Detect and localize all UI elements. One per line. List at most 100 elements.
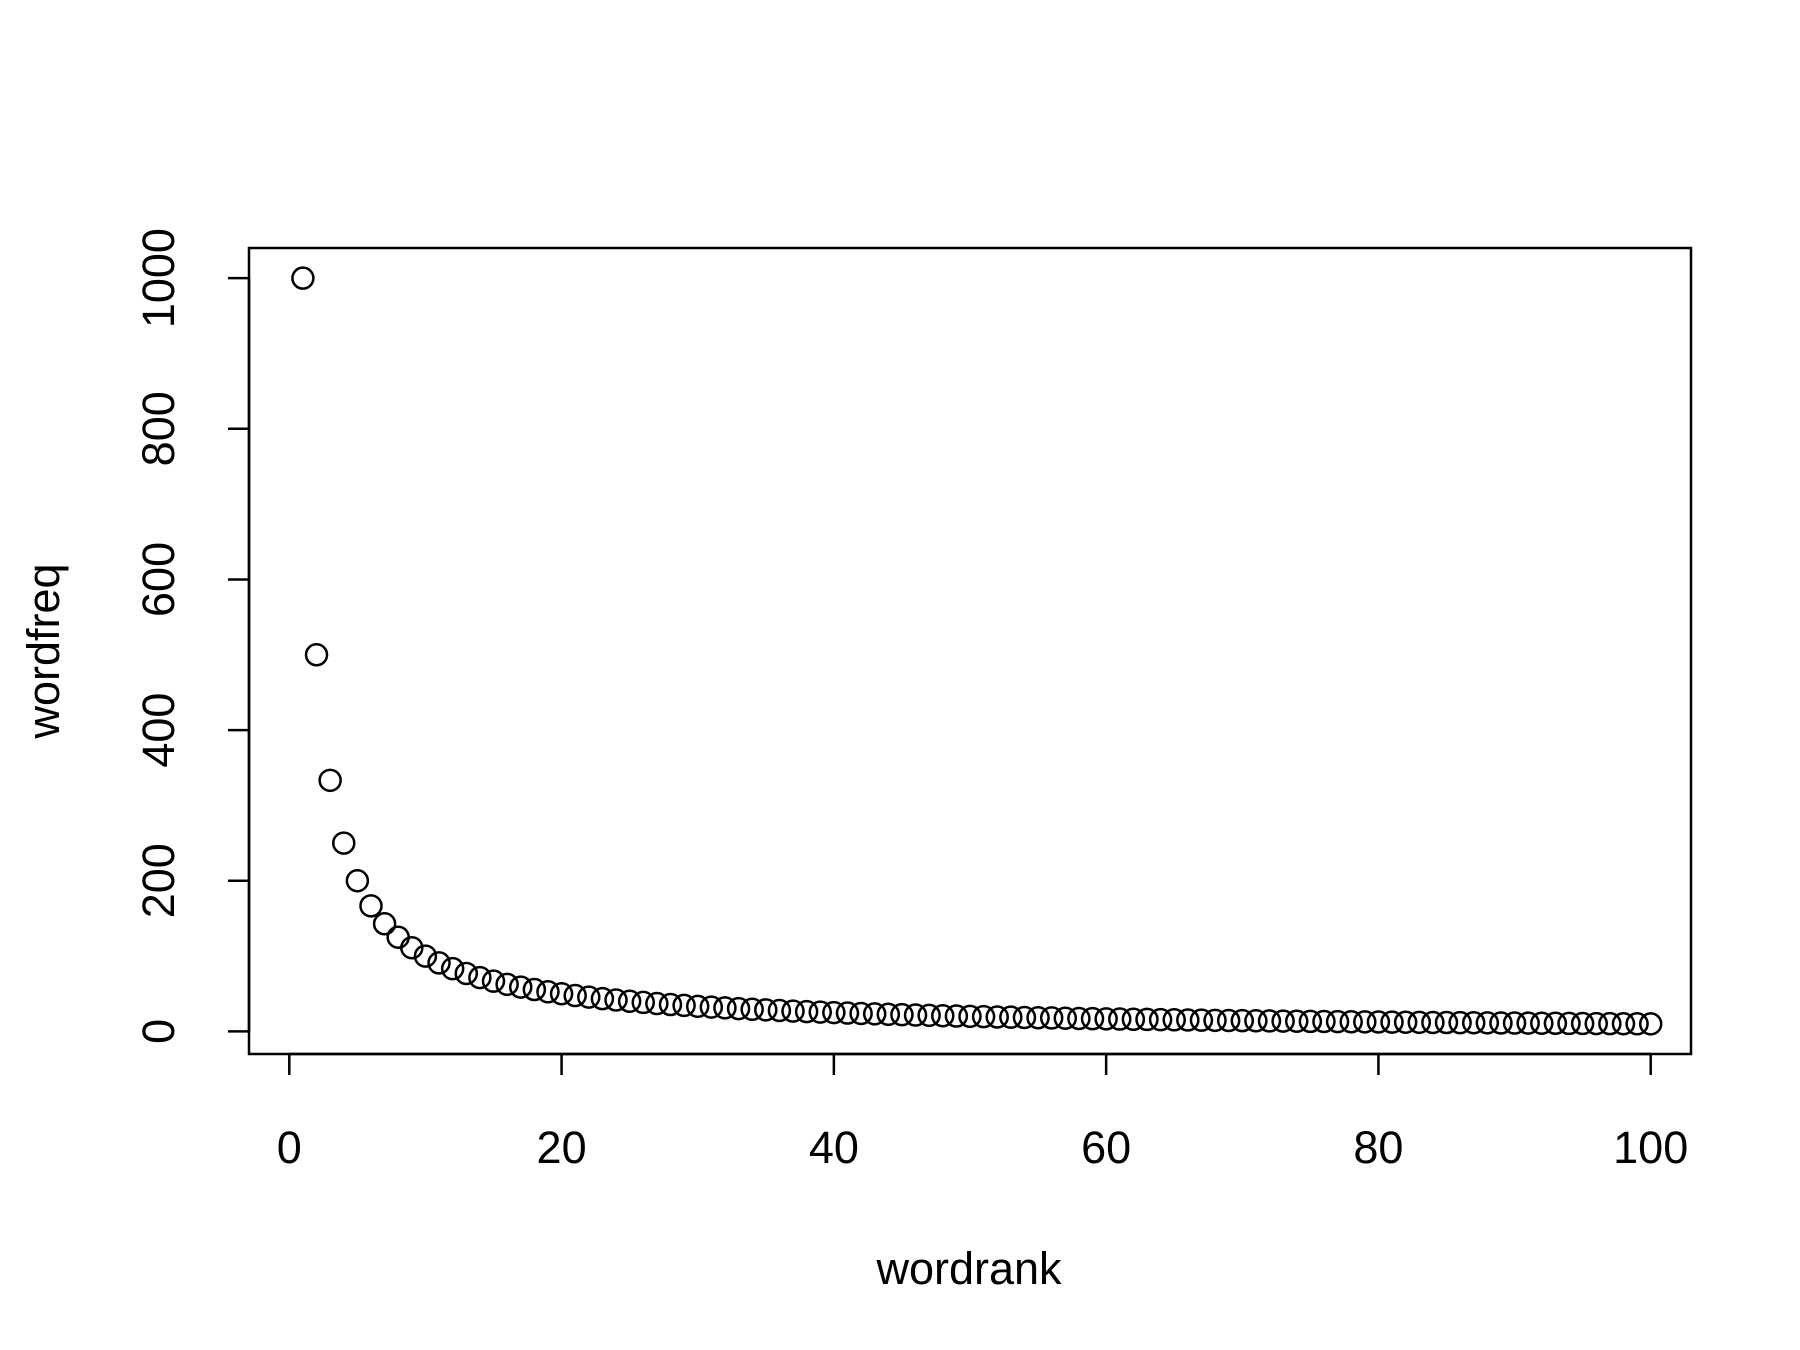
data-point bbox=[1135, 1007, 1159, 1032]
data-point bbox=[304, 643, 329, 667]
data-point bbox=[1257, 1009, 1282, 1033]
data-point bbox=[862, 1002, 887, 1026]
x-axis-label: wordrank bbox=[875, 1243, 1062, 1294]
data-point bbox=[1502, 1011, 1527, 1035]
data-point bbox=[1625, 1012, 1649, 1036]
data-point bbox=[822, 1000, 846, 1025]
data-point bbox=[1353, 1010, 1377, 1034]
x-tick-label: 40 bbox=[809, 1122, 859, 1173]
data-point bbox=[1216, 1008, 1241, 1033]
data-point bbox=[1080, 1006, 1105, 1031]
data-point bbox=[291, 266, 315, 290]
data-point bbox=[1271, 1009, 1295, 1033]
x-axis: 0 20 40 60 80 100 bbox=[277, 1052, 1688, 1173]
y-tick-label: 1000 bbox=[133, 228, 184, 328]
data-point bbox=[1325, 1009, 1350, 1034]
data-point bbox=[740, 997, 764, 1022]
data-point bbox=[563, 983, 587, 1008]
data-point bbox=[658, 992, 683, 1017]
data-point bbox=[359, 894, 383, 918]
data-point bbox=[1584, 1011, 1608, 1036]
data-point bbox=[1244, 1009, 1268, 1033]
data-point bbox=[440, 956, 465, 981]
data-point bbox=[1516, 1011, 1540, 1035]
y-tick-label: 800 bbox=[133, 391, 184, 466]
data-point bbox=[1121, 1007, 1146, 1032]
data-point bbox=[1026, 1005, 1050, 1030]
x-tick-label: 80 bbox=[1353, 1122, 1403, 1173]
data-point bbox=[1012, 1005, 1037, 1030]
data-point bbox=[372, 912, 397, 936]
data-point bbox=[590, 986, 615, 1011]
y-tick-label: 0 bbox=[133, 1019, 184, 1044]
data-point bbox=[876, 1002, 901, 1027]
data-point bbox=[1366, 1010, 1391, 1034]
data-point bbox=[835, 1001, 860, 1025]
data-point bbox=[549, 981, 574, 1006]
data-point bbox=[495, 972, 519, 997]
data-point bbox=[1530, 1011, 1554, 1035]
data-point bbox=[1094, 1007, 1118, 1031]
data-point bbox=[944, 1004, 969, 1028]
data-point bbox=[1339, 1010, 1363, 1034]
data-point bbox=[1230, 1008, 1255, 1033]
data-point bbox=[1298, 1009, 1323, 1034]
data-point bbox=[1053, 1006, 1078, 1030]
data-point bbox=[1393, 1010, 1418, 1034]
x-tick-label: 0 bbox=[277, 1122, 302, 1173]
data-point bbox=[726, 996, 751, 1021]
data-point bbox=[1570, 1011, 1595, 1036]
data-point bbox=[1312, 1009, 1336, 1034]
data-point bbox=[1611, 1011, 1636, 1036]
data-point bbox=[903, 1003, 928, 1027]
data-point bbox=[1421, 1010, 1445, 1035]
data-point bbox=[1557, 1011, 1581, 1036]
data-point bbox=[427, 951, 451, 975]
data-point bbox=[617, 989, 642, 1014]
data-points bbox=[291, 266, 1663, 1036]
y-axis: 0 200 400 600 800 1000 bbox=[133, 228, 251, 1044]
data-point bbox=[1598, 1011, 1622, 1036]
data-point bbox=[1489, 1011, 1513, 1035]
y-axis-label: wordfreq bbox=[18, 563, 69, 739]
data-point bbox=[808, 1000, 832, 1024]
data-point bbox=[631, 990, 656, 1015]
data-point bbox=[1067, 1006, 1091, 1031]
data-point bbox=[508, 975, 533, 999]
data-point bbox=[672, 993, 696, 1018]
data-point bbox=[577, 985, 601, 1009]
data-point bbox=[1039, 1006, 1064, 1030]
data-point bbox=[1162, 1008, 1186, 1032]
data-point bbox=[468, 965, 492, 990]
data-point bbox=[713, 996, 737, 1020]
data-point bbox=[794, 999, 819, 1024]
y-tick-label: 600 bbox=[133, 542, 184, 617]
data-point bbox=[536, 980, 560, 1004]
data-point bbox=[985, 1005, 1009, 1029]
data-point bbox=[332, 831, 356, 855]
y-tick-label: 400 bbox=[133, 693, 184, 768]
data-point bbox=[685, 994, 710, 1019]
data-point bbox=[318, 768, 342, 793]
data-point bbox=[890, 1002, 914, 1027]
data-point bbox=[1284, 1009, 1309, 1033]
data-point bbox=[1189, 1008, 1214, 1032]
data-point bbox=[413, 944, 438, 968]
data-point bbox=[1407, 1010, 1432, 1035]
data-point bbox=[522, 977, 547, 1002]
data-point bbox=[849, 1001, 873, 1026]
data-point bbox=[1448, 1010, 1472, 1035]
data-point bbox=[767, 998, 792, 1023]
data-point bbox=[1203, 1008, 1227, 1033]
data-point bbox=[1543, 1011, 1568, 1036]
data-point bbox=[1148, 1007, 1173, 1032]
data-point bbox=[1475, 1011, 1500, 1035]
data-point bbox=[781, 999, 805, 1023]
data-point bbox=[1176, 1008, 1200, 1032]
data-point bbox=[481, 969, 506, 993]
data-point bbox=[400, 935, 424, 960]
data-point bbox=[1434, 1010, 1459, 1035]
data-point bbox=[931, 1003, 955, 1028]
data-point bbox=[958, 1004, 982, 1029]
